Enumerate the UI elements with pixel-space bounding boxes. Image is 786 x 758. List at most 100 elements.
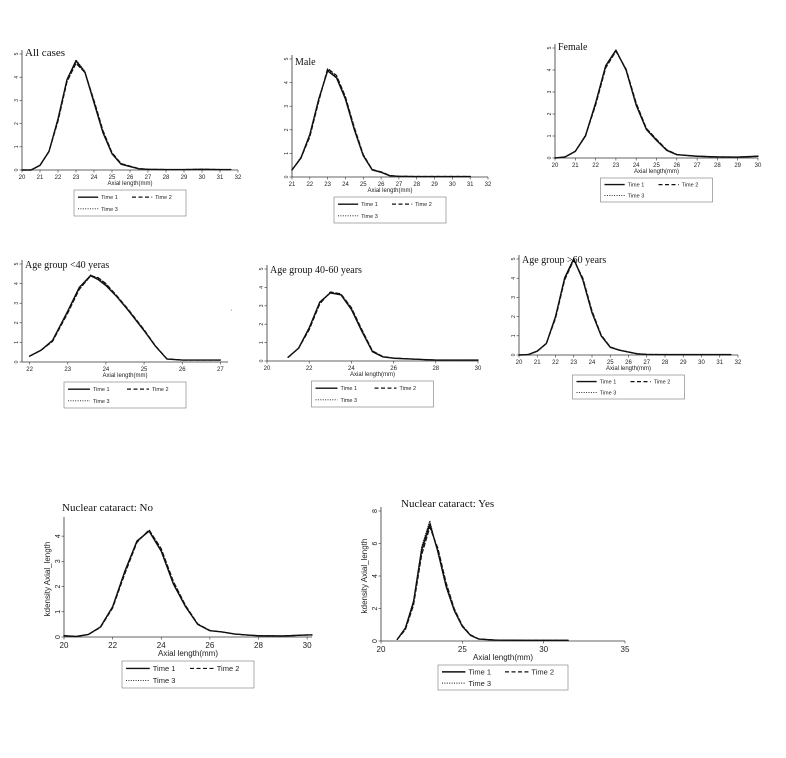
x-tick-label: 20 (377, 645, 386, 654)
legend: Time 1 Time 2 Time 3 (437, 664, 569, 691)
series-line-time-2 (29, 275, 221, 361)
series-line-time-3 (63, 530, 313, 637)
y-tick-label: 3 (55, 559, 62, 563)
x-tick-label: 27 (145, 175, 152, 181)
x-tick-label: 22 (26, 367, 33, 373)
series-line-time-2 (291, 67, 471, 178)
x-tick-label: 27 (396, 182, 403, 188)
y-tick-label: 0 (547, 156, 553, 159)
y-tick-label: 1 (55, 610, 62, 614)
x-tick-label: 24 (342, 182, 349, 188)
series-line-time-2 (21, 62, 232, 171)
x-tick-label: 26 (127, 175, 134, 181)
x-tick-label: 26 (625, 360, 632, 366)
y-tick-label: 1 (14, 341, 20, 344)
x-tick-label: 30 (449, 182, 456, 188)
legend: Time 1 Time 2 Time 3 (121, 660, 255, 689)
x-tick-label: 25 (360, 182, 367, 188)
legend-label-time3: Time 3 (628, 193, 645, 199)
legend-label-time1: Time 1 (93, 387, 110, 393)
x-tick-label: 20 (19, 175, 26, 181)
x-tick-label: 27 (643, 360, 650, 366)
x-axis-label: Axial length(mm) (634, 169, 679, 175)
series-line-time-3 (21, 59, 232, 171)
y-tick-label: 2 (284, 128, 290, 131)
series-line-time-1 (518, 258, 732, 356)
x-tick-label: 27 (694, 163, 701, 169)
x-axis-label: Axial length(mm) (107, 181, 152, 187)
x-tick-label: 25 (607, 360, 614, 366)
y-tick-label: 5 (511, 257, 517, 260)
x-axis-label: Axial length(mm) (350, 372, 395, 378)
x-axis-label: Axial length(mm) (158, 649, 218, 658)
y-tick-label: 4 (14, 76, 20, 79)
legend-label-time3: Time 3 (101, 207, 118, 213)
x-tick-label: 21 (534, 360, 541, 366)
x-axis-label: Axial length(mm) (367, 188, 412, 194)
y-tick-label: 0 (259, 359, 265, 362)
legend-label-time2: Time 2 (415, 202, 432, 208)
panel-nuclear-cataract-yes: Nuclear cataract: Yes 20 25 30 35 0 2 4 6 8 Axial … (335, 495, 640, 695)
y-axis-label: kdensity Axial_length (43, 542, 52, 617)
legend-label-time3: Time 3 (600, 390, 617, 396)
x-tick-label: 31 (467, 182, 474, 188)
series-line-time-2 (396, 526, 569, 641)
legend-label-time1: Time 1 (628, 183, 645, 189)
legend-label-time1: Time 1 (101, 195, 118, 201)
x-axis-label: Axial length(mm) (473, 653, 533, 662)
x-tick-label: 26 (205, 641, 214, 650)
x-tick-label: 20 (264, 366, 271, 372)
legend-box (600, 177, 713, 203)
series-line-time-2 (518, 259, 732, 356)
y-tick-label: 0 (55, 635, 62, 639)
x-tick-label: 21 (572, 163, 579, 169)
legend-label-time1: Time 1 (361, 202, 378, 208)
y-tick-label: 5 (14, 52, 20, 55)
y-tick-label: 3 (284, 105, 290, 108)
y-tick-label: 0 (284, 175, 290, 178)
x-tick-label: 25 (109, 175, 116, 181)
x-tick-label: 28 (432, 366, 439, 372)
x-tick-label: 20 (60, 641, 69, 650)
legend-box (73, 189, 187, 217)
panel-female: Female 20 21 22 23 24 25 26 27 28 29 30 0 1 2 3 4 5 Axial … (525, 40, 770, 210)
x-tick-label: 24 (348, 366, 355, 372)
x-tick-label: 23 (73, 175, 80, 181)
x-tick-label: 22 (108, 641, 117, 650)
x-tick-label: 29 (734, 163, 741, 169)
legend-box (63, 381, 187, 409)
chart-title: Age group >60 years (522, 255, 606, 266)
x-tick-label: 22 (552, 360, 559, 366)
x-tick-label: 28 (714, 163, 721, 169)
legend: Time 1 Time 2 Time 3 (572, 374, 685, 400)
legend: Time 1 Time 2 Time 3 (73, 189, 187, 217)
y-tick-label: 4 (284, 81, 290, 84)
x-tick-label: 20 (516, 360, 523, 366)
y-tick-label: 3 (547, 90, 553, 93)
legend-label-time3: Time 3 (468, 679, 491, 688)
x-tick-label: 25 (141, 367, 148, 373)
y-tick-label: 2 (259, 323, 265, 326)
series-line-time-1 (63, 530, 313, 638)
x-tick-label: 32 (485, 182, 492, 188)
x-tick-label: 35 (621, 645, 630, 654)
y-tick-label: 0 (511, 353, 517, 356)
series-line-time-2 (287, 291, 479, 361)
y-tick-label: 0 (372, 639, 379, 643)
series-line-time-3 (518, 257, 732, 356)
x-tick-label: 24 (633, 163, 640, 169)
y-tick-label: 6 (372, 541, 379, 545)
series-line-time-3 (29, 274, 221, 361)
x-tick-label: 30 (539, 645, 548, 654)
legend: Time 1 Time 2 Time 3 (63, 381, 187, 409)
chart-title: Female (558, 42, 588, 53)
chart-title: Nuclear cataract: Yes (401, 498, 494, 510)
y-axis-label: kdensity Axial_length (360, 539, 369, 614)
y-tick-label: 2 (14, 122, 20, 125)
y-tick-label: 3 (511, 296, 517, 299)
x-axis-label: Axial length(mm) (606, 366, 651, 372)
x-tick-label: 23 (570, 360, 577, 366)
x-tick-label: 30 (303, 641, 312, 650)
